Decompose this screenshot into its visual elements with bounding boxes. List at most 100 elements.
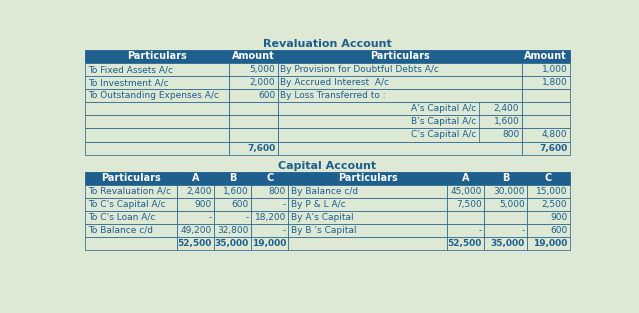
Bar bbox=[447, 172, 484, 185]
Text: A: A bbox=[462, 173, 470, 183]
Text: 2,400: 2,400 bbox=[494, 104, 520, 113]
Bar bbox=[85, 224, 177, 237]
Text: To Outstanding Expenses A/c: To Outstanding Expenses A/c bbox=[88, 91, 219, 100]
Bar bbox=[277, 141, 521, 155]
Bar bbox=[521, 50, 570, 63]
Bar bbox=[484, 198, 527, 211]
Text: -: - bbox=[208, 213, 212, 222]
Text: By Provision for Doubtful Debts A/c: By Provision for Doubtful Debts A/c bbox=[280, 65, 439, 74]
Text: -: - bbox=[479, 226, 482, 235]
Bar bbox=[85, 115, 229, 128]
Text: C’s Capital A/c: C’s Capital A/c bbox=[412, 131, 477, 140]
Bar bbox=[447, 237, 484, 250]
Bar bbox=[527, 185, 570, 198]
Text: 1,600: 1,600 bbox=[493, 117, 520, 126]
Bar bbox=[527, 224, 570, 237]
Bar bbox=[177, 172, 214, 185]
Bar bbox=[85, 128, 229, 141]
Text: Particulars: Particulars bbox=[338, 173, 397, 183]
Bar bbox=[177, 185, 214, 198]
Text: 2,000: 2,000 bbox=[250, 78, 275, 87]
Bar bbox=[277, 76, 521, 89]
Text: Revaluation Account: Revaluation Account bbox=[263, 39, 392, 49]
Text: 7,500: 7,500 bbox=[456, 200, 482, 209]
Bar bbox=[484, 185, 527, 198]
Bar bbox=[177, 211, 214, 224]
Bar bbox=[229, 128, 277, 141]
Bar bbox=[229, 63, 277, 76]
Bar bbox=[288, 237, 447, 250]
Bar bbox=[85, 237, 177, 250]
Bar bbox=[85, 198, 177, 211]
Text: 18,200: 18,200 bbox=[255, 213, 286, 222]
Text: To Fixed Assets A/c: To Fixed Assets A/c bbox=[88, 65, 173, 74]
Text: By A’s Capital: By A’s Capital bbox=[291, 213, 353, 222]
Bar bbox=[229, 115, 277, 128]
Text: Amount: Amount bbox=[232, 51, 275, 61]
Text: 49,200: 49,200 bbox=[180, 226, 212, 235]
Bar bbox=[214, 237, 251, 250]
Bar bbox=[521, 89, 570, 102]
Text: -: - bbox=[283, 200, 286, 209]
Bar bbox=[447, 185, 484, 198]
Text: B: B bbox=[502, 173, 509, 183]
Text: -: - bbox=[521, 226, 525, 235]
Text: B’s Capital A/c: B’s Capital A/c bbox=[412, 117, 477, 126]
Text: Capital Account: Capital Account bbox=[279, 161, 376, 171]
Text: Amount: Amount bbox=[524, 51, 567, 61]
Bar bbox=[277, 128, 521, 141]
Bar bbox=[229, 76, 277, 89]
Bar bbox=[484, 172, 527, 185]
Text: 5,000: 5,000 bbox=[499, 200, 525, 209]
Text: -: - bbox=[245, 213, 249, 222]
Bar bbox=[527, 211, 570, 224]
Bar bbox=[521, 76, 570, 89]
Bar bbox=[484, 211, 527, 224]
Bar bbox=[85, 211, 177, 224]
Text: 800: 800 bbox=[502, 131, 520, 140]
Text: Particulars: Particulars bbox=[128, 51, 187, 61]
Text: -: - bbox=[283, 226, 286, 235]
Text: Particulars: Particulars bbox=[101, 173, 161, 183]
Bar bbox=[447, 224, 484, 237]
Bar bbox=[251, 224, 288, 237]
Bar bbox=[85, 172, 177, 185]
Bar bbox=[177, 224, 214, 237]
Bar bbox=[229, 141, 277, 155]
Text: 800: 800 bbox=[269, 187, 286, 196]
Bar bbox=[521, 102, 570, 115]
Text: A’s Capital A/c: A’s Capital A/c bbox=[412, 104, 477, 113]
Text: To C’s Loan A/c: To C’s Loan A/c bbox=[88, 213, 155, 222]
Bar bbox=[277, 50, 521, 63]
Text: 600: 600 bbox=[231, 200, 249, 209]
Text: 1,600: 1,600 bbox=[223, 187, 249, 196]
Bar bbox=[277, 115, 521, 128]
Bar bbox=[521, 141, 570, 155]
Text: To Balance c/d: To Balance c/d bbox=[88, 226, 153, 235]
Bar bbox=[288, 172, 447, 185]
Text: 15,000: 15,000 bbox=[536, 187, 567, 196]
Text: 900: 900 bbox=[550, 213, 567, 222]
Bar bbox=[229, 50, 277, 63]
Text: B: B bbox=[229, 173, 236, 183]
Bar bbox=[251, 211, 288, 224]
Text: To Investment A/c: To Investment A/c bbox=[88, 78, 168, 87]
Text: 7,600: 7,600 bbox=[247, 144, 275, 152]
Text: 2,500: 2,500 bbox=[542, 200, 567, 209]
Bar bbox=[85, 50, 229, 63]
Text: 1,000: 1,000 bbox=[542, 65, 567, 74]
Text: By P & L A/c: By P & L A/c bbox=[291, 200, 345, 209]
Bar bbox=[251, 185, 288, 198]
Bar bbox=[288, 211, 447, 224]
Text: 32,800: 32,800 bbox=[217, 226, 249, 235]
Bar bbox=[521, 115, 570, 128]
Bar bbox=[447, 198, 484, 211]
Bar bbox=[85, 185, 177, 198]
Bar bbox=[214, 185, 251, 198]
Text: 35,000: 35,000 bbox=[215, 239, 249, 248]
Bar bbox=[277, 63, 521, 76]
Bar bbox=[277, 89, 521, 102]
Text: 4,800: 4,800 bbox=[542, 131, 567, 140]
Bar bbox=[85, 76, 229, 89]
Bar bbox=[527, 198, 570, 211]
